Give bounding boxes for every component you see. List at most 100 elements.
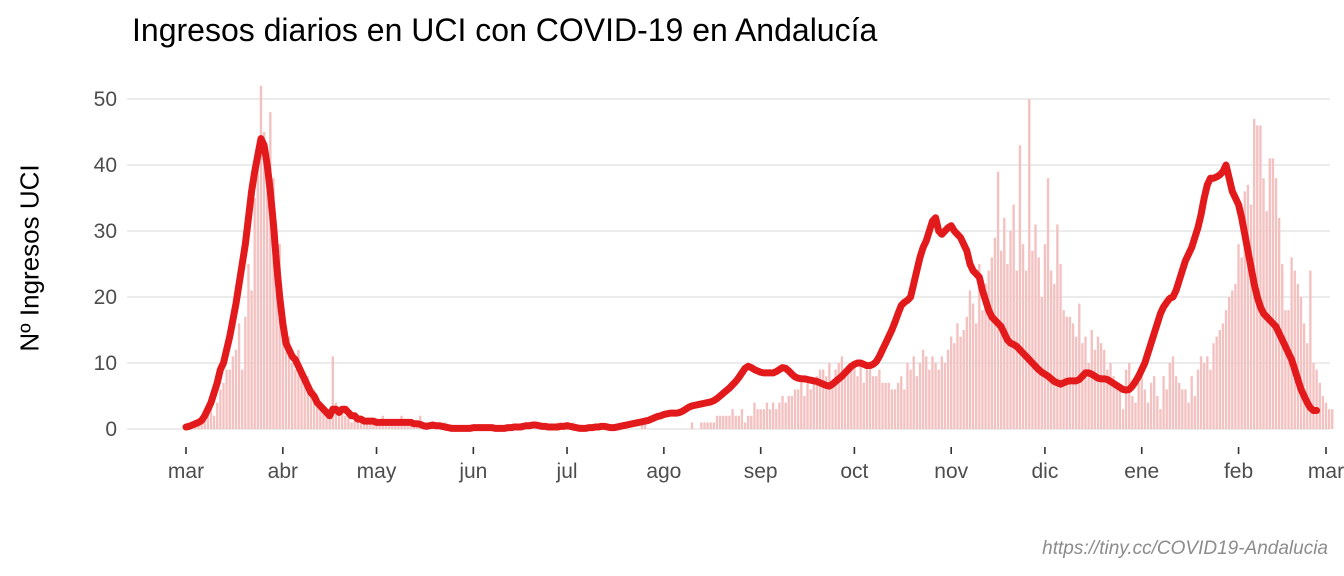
- x-tick-label: sep: [744, 460, 778, 483]
- daily-bar: [978, 264, 981, 429]
- daily-bar: [315, 396, 319, 429]
- daily-bar: [269, 112, 272, 429]
- y-tick-label: 40: [94, 154, 117, 177]
- daily-bar: [825, 376, 828, 429]
- moving-average-series: [182, 135, 1321, 432]
- daily-bar: [968, 290, 972, 429]
- daily-bar: [909, 369, 912, 429]
- daily-bar: [690, 422, 694, 429]
- daily-bar: [850, 369, 853, 429]
- daily-bar: [956, 323, 959, 429]
- daily-bar: [237, 323, 241, 429]
- daily-bar: [643, 422, 647, 429]
- daily-bar: [843, 376, 847, 429]
- daily-bar: [768, 409, 772, 429]
- daily-bar: [884, 382, 887, 429]
- daily-bar: [1259, 125, 1262, 430]
- daily-bar: [1187, 402, 1190, 429]
- daily-bar: [287, 336, 291, 429]
- daily-bar: [259, 85, 263, 430]
- daily-bar: [319, 402, 322, 429]
- daily-bar: [815, 376, 819, 429]
- daily-bar: [887, 382, 890, 429]
- daily-bar: [990, 257, 993, 429]
- x-tick-label: mar: [1308, 460, 1344, 483]
- x-tick-label: may: [357, 460, 397, 483]
- daily-bar: [1321, 396, 1325, 429]
- daily-bar: [1237, 244, 1240, 429]
- daily-bar: [219, 389, 222, 429]
- daily-bar: [1106, 369, 1109, 429]
- daily-bar: [912, 356, 915, 429]
- daily-bar: [344, 415, 347, 429]
- daily-bar: [1028, 99, 1031, 429]
- daily-bar: [903, 389, 906, 429]
- daily-bar: [1143, 389, 1147, 429]
- daily-bar: [275, 231, 278, 429]
- daily-bar: [1296, 283, 1300, 429]
- daily-bar: [266, 165, 269, 429]
- daily-bar: [331, 356, 334, 429]
- daily-bar: [300, 376, 303, 429]
- daily-bar: [362, 422, 366, 429]
- daily-bar: [1290, 257, 1293, 429]
- daily-bar: [1227, 297, 1231, 429]
- daily-bar: [859, 363, 862, 429]
- daily-bar: [256, 158, 260, 429]
- daily-bar: [871, 376, 875, 429]
- daily-bar: [216, 402, 219, 429]
- daily-bar: [1246, 184, 1250, 429]
- daily-bar: [828, 363, 831, 429]
- daily-bar: [1109, 363, 1112, 429]
- y-tick-label: 10: [94, 352, 117, 375]
- daily-bar: [925, 356, 928, 429]
- daily-bar: [291, 363, 294, 429]
- daily-bar: [931, 356, 934, 429]
- x-tick-label: nov: [934, 460, 968, 483]
- daily-bar: [987, 270, 990, 429]
- daily-bar: [1131, 396, 1134, 429]
- daily-bar: [303, 382, 306, 429]
- daily-bar: [940, 356, 944, 429]
- daily-bar: [775, 409, 778, 429]
- daily-bar: [809, 389, 812, 429]
- daily-bar: [1262, 178, 1265, 429]
- daily-bar: [262, 132, 266, 429]
- y-tick-label: 20: [94, 286, 117, 309]
- daily-bar: [1046, 178, 1050, 429]
- daily-bar: [247, 264, 250, 429]
- daily-bar: [1203, 363, 1206, 429]
- daily-bar: [800, 382, 803, 429]
- x-tick-label: ene: [1124, 460, 1159, 483]
- daily-bar: [865, 369, 869, 429]
- daily-bar: [203, 415, 206, 429]
- daily-bar: [743, 422, 747, 429]
- daily-bar: [878, 369, 881, 429]
- daily-bar: [1124, 369, 1128, 429]
- daily-bar: [943, 363, 947, 429]
- daily-bar: [1087, 363, 1090, 429]
- daily-bar: [975, 323, 978, 429]
- daily-bar: [309, 389, 313, 429]
- daily-bar: [1049, 270, 1053, 429]
- daily-bar: [244, 316, 247, 429]
- daily-bar: [281, 330, 285, 429]
- daily-bar: [350, 422, 353, 429]
- daily-bar: [1021, 244, 1025, 429]
- daily-bar: [734, 415, 737, 429]
- daily-bar: [1306, 343, 1309, 429]
- daily-bar: [918, 363, 922, 429]
- daily-bar: [946, 349, 950, 429]
- daily-bar: [312, 389, 316, 429]
- daily-bar: [806, 382, 809, 429]
- daily-bar: [209, 402, 213, 429]
- daily-bar: [937, 369, 940, 429]
- daily-bar: [790, 396, 794, 429]
- daily-bar: [706, 422, 709, 429]
- daily-bar: [1118, 389, 1122, 429]
- daily-bar: [709, 422, 712, 429]
- y-tick-label: 30: [94, 220, 117, 243]
- daily-bar: [993, 237, 997, 429]
- daily-bar: [284, 343, 288, 429]
